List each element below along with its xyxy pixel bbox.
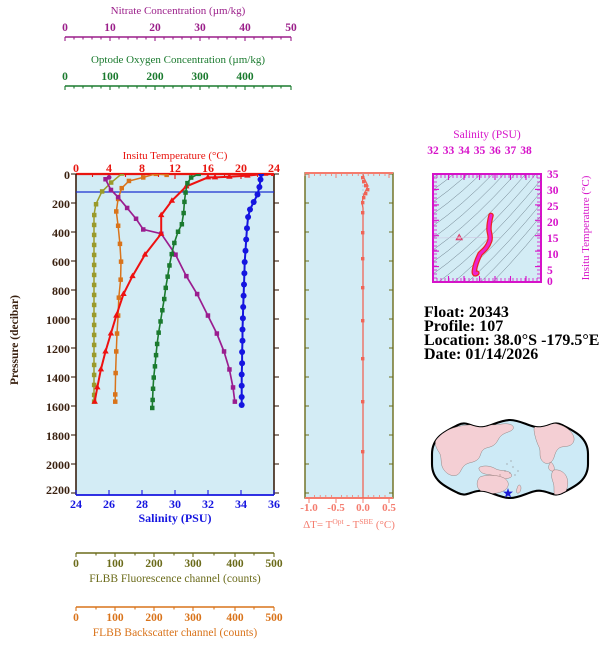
svg-text:34: 34 xyxy=(458,145,470,157)
svg-text:0.0: 0.0 xyxy=(356,502,370,514)
svg-text:Salinity (PSU): Salinity (PSU) xyxy=(138,511,211,525)
svg-text:400: 400 xyxy=(226,558,244,570)
svg-text:2000: 2000 xyxy=(46,458,70,472)
svg-text:500: 500 xyxy=(265,612,283,624)
svg-text:Insitu Temperature (°C): Insitu Temperature (°C) xyxy=(580,175,592,280)
svg-text:32: 32 xyxy=(202,497,214,511)
svg-text:100: 100 xyxy=(106,558,124,570)
svg-text:1800: 1800 xyxy=(46,429,70,443)
svg-text:ΔT= TOpt - TSBE (°C): ΔT= TOpt - TSBE (°C) xyxy=(303,517,395,532)
svg-text:200: 200 xyxy=(145,612,163,624)
svg-text:30: 30 xyxy=(169,497,181,511)
svg-text:40: 40 xyxy=(239,22,251,34)
svg-text:37: 37 xyxy=(505,145,517,157)
svg-text:Pressure (decibar): Pressure (decibar) xyxy=(9,295,21,385)
svg-text:0: 0 xyxy=(64,168,70,182)
svg-text:35: 35 xyxy=(547,169,559,181)
svg-text:0: 0 xyxy=(62,22,68,34)
svg-text:38: 38 xyxy=(520,145,532,157)
svg-text:15: 15 xyxy=(547,233,559,245)
svg-text:300: 300 xyxy=(184,558,202,570)
svg-text:300: 300 xyxy=(191,71,209,83)
svg-text:Salinity (PSU): Salinity (PSU) xyxy=(453,129,521,141)
svg-text:20: 20 xyxy=(149,22,161,34)
svg-text:34: 34 xyxy=(235,497,247,511)
svg-text:100: 100 xyxy=(106,612,124,624)
svg-text:-1.0: -1.0 xyxy=(300,502,318,514)
svg-text:800: 800 xyxy=(52,284,70,298)
svg-text:36: 36 xyxy=(489,145,501,157)
svg-text:30: 30 xyxy=(547,185,559,197)
svg-text:10: 10 xyxy=(104,22,116,34)
svg-text:Nitrate Concentration (µm/kg): Nitrate Concentration (µm/kg) xyxy=(111,5,246,17)
svg-text:200: 200 xyxy=(145,558,163,570)
svg-text:100: 100 xyxy=(101,71,119,83)
svg-text:400: 400 xyxy=(52,226,70,240)
svg-text:20: 20 xyxy=(547,217,559,229)
svg-text:200: 200 xyxy=(146,71,164,83)
svg-text:0: 0 xyxy=(547,276,553,288)
svg-text:0: 0 xyxy=(62,71,68,83)
svg-text:1200: 1200 xyxy=(46,342,70,356)
svg-text:35: 35 xyxy=(474,145,486,157)
svg-text:300: 300 xyxy=(184,612,202,624)
svg-text:24: 24 xyxy=(70,497,82,511)
svg-text:26: 26 xyxy=(103,497,115,511)
svg-text:1600: 1600 xyxy=(46,400,70,414)
svg-text:200: 200 xyxy=(52,197,70,211)
svg-text:33: 33 xyxy=(443,145,455,157)
svg-text:30: 30 xyxy=(194,22,206,34)
svg-text:28: 28 xyxy=(136,497,148,511)
svg-text:FLBB Fluorescence channel (cou: FLBB Fluorescence channel (counts) xyxy=(89,573,261,585)
svg-text:1000: 1000 xyxy=(46,313,70,327)
svg-text:32: 32 xyxy=(427,145,439,157)
svg-text:600: 600 xyxy=(52,255,70,269)
svg-text:10: 10 xyxy=(547,249,559,261)
svg-text:1400: 1400 xyxy=(46,371,70,385)
svg-text:400: 400 xyxy=(236,71,254,83)
svg-text:36: 36 xyxy=(268,497,280,511)
svg-text:0: 0 xyxy=(73,558,79,570)
svg-text:0.5: 0.5 xyxy=(382,502,396,514)
svg-text:50: 50 xyxy=(285,22,297,34)
svg-text:FLBB Backscatter channel (coun: FLBB Backscatter channel (counts) xyxy=(93,627,258,639)
svg-text:0: 0 xyxy=(73,612,79,624)
svg-text:-0.5: -0.5 xyxy=(327,502,345,514)
svg-text:Date: 01/14/2026: Date: 01/14/2026 xyxy=(424,346,538,363)
svg-text:400: 400 xyxy=(226,612,244,624)
svg-text:500: 500 xyxy=(265,558,283,570)
svg-text:2200: 2200 xyxy=(46,483,70,497)
svg-text:25: 25 xyxy=(547,201,559,213)
svg-text:Optode Oxygen Concentration (µ: Optode Oxygen Concentration (µm/kg) xyxy=(91,54,265,66)
